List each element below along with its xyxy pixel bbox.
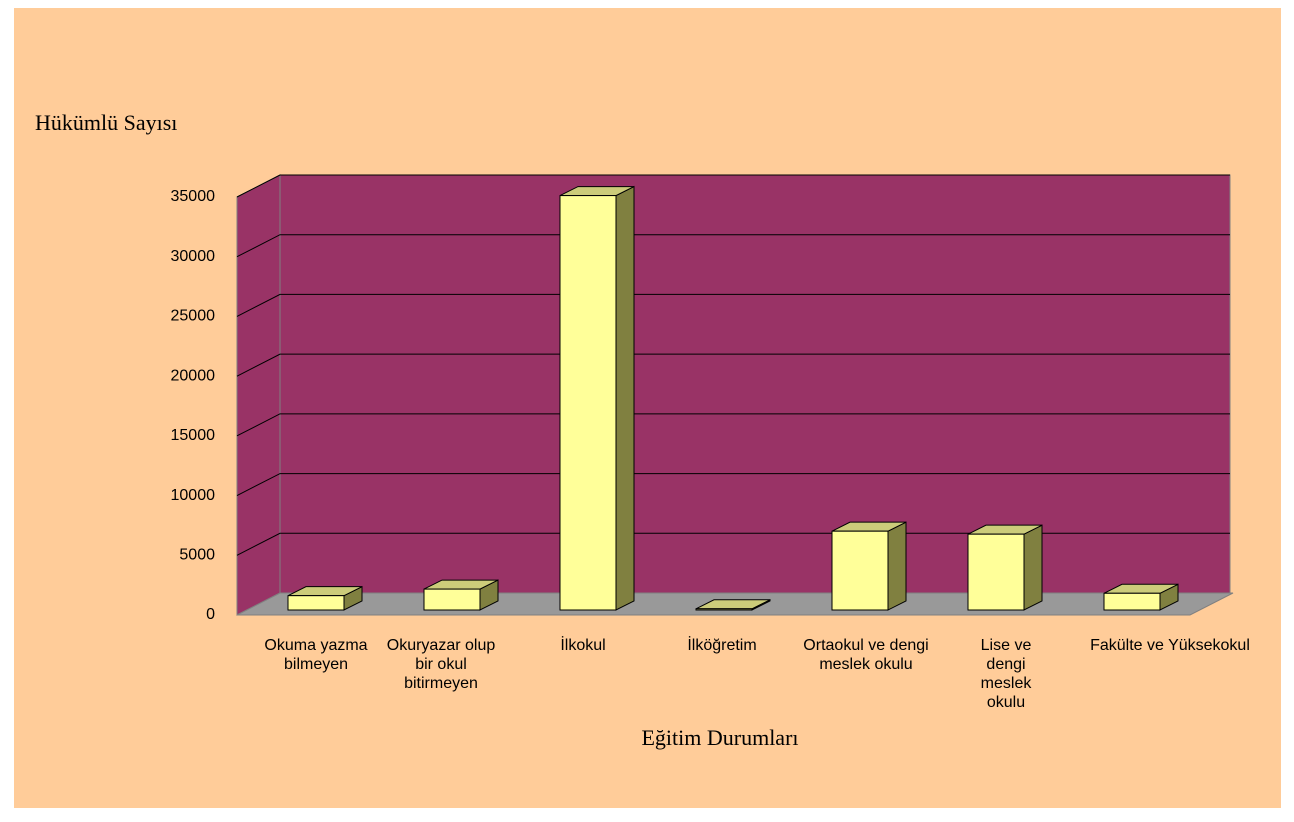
grid-line (236, 174, 1230, 198)
bar-side (887, 521, 907, 611)
side-wall (236, 174, 281, 616)
x-tick-label: Fakülte ve Yüksekokul (1090, 637, 1250, 654)
bar (559, 185, 635, 611)
grid-line (236, 532, 1230, 556)
bar (695, 598, 771, 611)
y-tick-label: 35000 (171, 188, 216, 205)
bar-side (615, 185, 635, 611)
bar (967, 524, 1043, 611)
y-tick-label: 15000 (171, 427, 216, 444)
y-tick-label: 5000 (179, 547, 215, 564)
x-tick-label: Okuryazar olup bir okul bitirmeyen (386, 637, 496, 692)
grid-line (236, 353, 1230, 377)
grid-line (236, 473, 1230, 497)
y-axis-title: Hükümlü Sayısı (35, 110, 177, 135)
y-tick-label: 30000 (171, 248, 216, 265)
bar-front (559, 195, 617, 611)
bar (287, 585, 363, 611)
y-tick-label: 25000 (171, 308, 216, 325)
x-tick-label: Okuma yazma bilmeyen (264, 637, 368, 673)
bar-front (967, 533, 1025, 611)
grid-line (236, 293, 1230, 317)
bar-front (1103, 592, 1161, 611)
bar-front (423, 588, 481, 611)
x-tick-label: İlköğretim (687, 637, 757, 654)
bar-front (695, 608, 753, 611)
x-tick-label: Lise ve dengi meslek okulu (980, 637, 1032, 711)
y-tick-label: 10000 (171, 487, 216, 504)
y-tick-label: 0 (206, 606, 215, 623)
x-tick-label: Ortaokul ve dengi meslek okulu (803, 637, 929, 673)
grid-line (236, 413, 1230, 437)
bar (1103, 583, 1179, 611)
bar (423, 579, 499, 611)
x-tick-label: İlkokul (560, 637, 606, 654)
y-tick-label: 20000 (171, 367, 216, 384)
x-axis-title: Eğitim Durumları (641, 725, 798, 750)
grid-line (236, 234, 1230, 258)
bar-front (287, 595, 345, 611)
bar (831, 521, 907, 611)
back-wall (279, 174, 1231, 594)
bar-side (1023, 524, 1043, 611)
bar-front (831, 530, 889, 611)
